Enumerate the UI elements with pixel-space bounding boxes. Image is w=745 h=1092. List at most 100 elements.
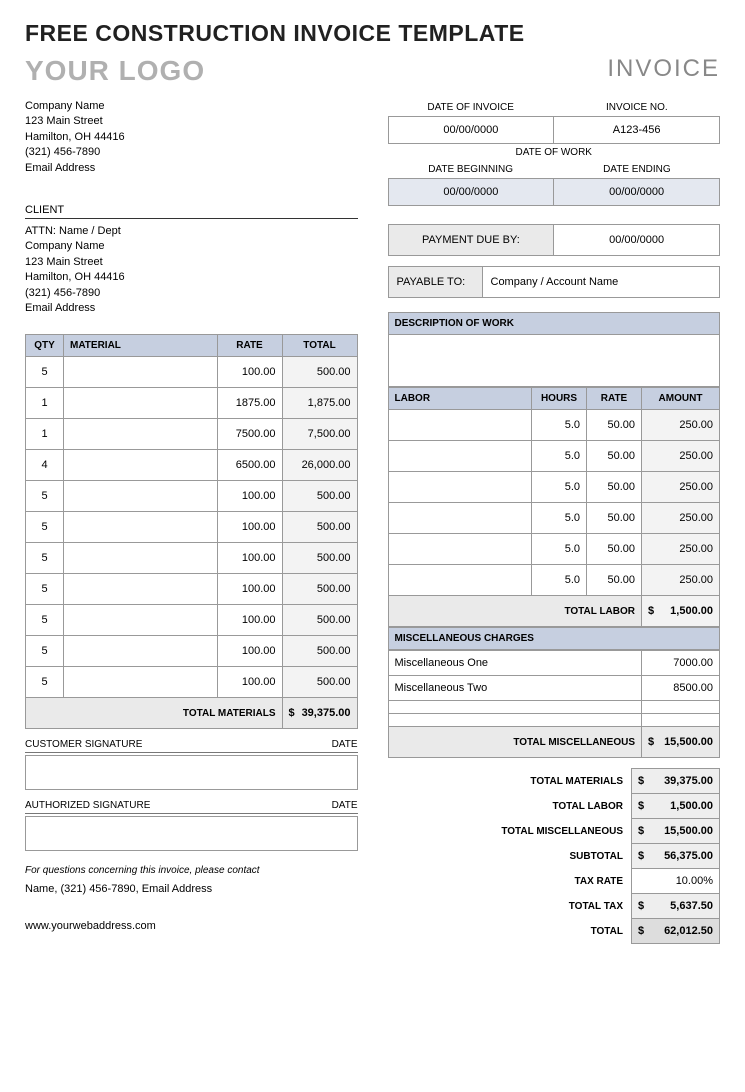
material-qty[interactable]: 5 [26,543,64,574]
labor-rate[interactable]: 50.00 [587,565,642,596]
material-qty[interactable]: 5 [26,357,64,388]
summary-total-label: TOTAL [388,919,632,944]
misc-name[interactable]: Miscellaneous One [388,651,642,676]
labor-rate[interactable]: 50.00 [587,503,642,534]
material-rate[interactable]: 100.00 [217,605,282,636]
material-qty[interactable]: 4 [26,450,64,481]
material-name[interactable] [64,450,218,481]
material-rate[interactable]: 100.00 [217,543,282,574]
material-name[interactable] [64,574,218,605]
payment-due-value[interactable]: 00/00/0000 [554,224,720,256]
web-address: www.yourwebaddress.com [25,920,358,932]
labor-header-rate: RATE [587,388,642,410]
payable-to-value[interactable]: Company / Account Name [483,266,721,298]
material-rate[interactable]: 100.00 [217,667,282,698]
date-ending-value[interactable]: 00/00/0000 [554,178,720,206]
labor-name[interactable] [388,534,532,565]
material-name[interactable] [64,636,218,667]
misc-name[interactable] [388,701,642,714]
material-qty[interactable]: 5 [26,574,64,605]
labor-rate[interactable]: 50.00 [587,472,642,503]
table-row: 5100.00500.00 [26,512,358,543]
material-rate[interactable]: 100.00 [217,574,282,605]
material-rate[interactable]: 100.00 [217,481,282,512]
table-row: Miscellaneous Two8500.00 [388,676,720,701]
misc-value[interactable] [642,701,720,714]
table-row: 17500.007,500.00 [26,419,358,450]
table-row [388,701,720,714]
material-name[interactable] [64,605,218,636]
misc-value[interactable]: 8500.00 [642,676,720,701]
labor-amount: 250.00 [642,503,720,534]
invoice-no-value[interactable]: A123-456 [554,116,720,144]
misc-total-value: $15,500.00 [642,727,720,758]
misc-name[interactable] [388,714,642,727]
labor-rate[interactable]: 50.00 [587,410,642,441]
labor-name[interactable] [388,503,532,534]
material-rate[interactable]: 100.00 [217,636,282,667]
table-row: 5.050.00250.00 [388,472,720,503]
material-name[interactable] [64,543,218,574]
material-rate[interactable]: 6500.00 [217,450,282,481]
misc-value[interactable] [642,714,720,727]
table-row: 5.050.00250.00 [388,534,720,565]
misc-name[interactable]: Miscellaneous Two [388,676,642,701]
labor-rate[interactable]: 50.00 [587,534,642,565]
summary-tax-rate-value: 10.00% [632,869,720,894]
description-body[interactable] [388,335,721,387]
labor-name[interactable] [388,472,532,503]
date-beginning-label: DATE BEGINNING [388,161,554,178]
labor-rate[interactable]: 50.00 [587,441,642,472]
date-beginning-value[interactable]: 00/00/0000 [388,178,555,206]
material-qty[interactable]: 5 [26,512,64,543]
material-rate[interactable]: 100.00 [217,512,282,543]
logo-placeholder: YOUR LOGO [25,55,205,87]
invoice-no-label: INVOICE NO. [554,99,720,116]
material-name[interactable] [64,512,218,543]
table-row: Miscellaneous One7000.00 [388,651,720,676]
table-row: 5100.00500.00 [26,357,358,388]
customer-signature-box[interactable] [25,755,358,790]
labor-hours[interactable]: 5.0 [532,534,587,565]
labor-hours[interactable]: 5.0 [532,472,587,503]
authorized-signature-box[interactable] [25,816,358,851]
labor-total-value: $1,500.00 [642,596,720,627]
labor-name[interactable] [388,410,532,441]
summary-tax-rate-label: TAX RATE [388,869,632,894]
material-name[interactable] [64,388,218,419]
labor-table: LABOR HOURS RATE AMOUNT 5.050.00250.005.… [388,387,721,627]
material-qty[interactable]: 5 [26,481,64,512]
client-attn: ATTN: Name / Dept [25,224,358,239]
material-qty[interactable]: 5 [26,667,64,698]
misc-header: MISCELLANEOUS CHARGES [388,627,721,650]
material-name[interactable] [64,357,218,388]
labor-name[interactable] [388,441,532,472]
table-row: 5100.00500.00 [26,667,358,698]
material-qty[interactable]: 5 [26,605,64,636]
labor-name[interactable] [388,565,532,596]
material-name[interactable] [64,481,218,512]
material-rate[interactable]: 100.00 [217,357,282,388]
misc-value[interactable]: 7000.00 [642,651,720,676]
summary-misc-value: $15,500.00 [632,819,720,844]
materials-header-total: TOTAL [282,335,357,357]
labor-hours[interactable]: 5.0 [532,565,587,596]
labor-hours[interactable]: 5.0 [532,503,587,534]
material-rate[interactable]: 1875.00 [217,388,282,419]
labor-hours[interactable]: 5.0 [532,441,587,472]
summary-subtotal-value: $56,375.00 [632,844,720,869]
labor-hours[interactable]: 5.0 [532,410,587,441]
labor-amount: 250.00 [642,472,720,503]
material-qty[interactable]: 1 [26,388,64,419]
table-row: 5.050.00250.00 [388,441,720,472]
material-qty[interactable]: 1 [26,419,64,450]
material-name[interactable] [64,419,218,450]
customer-signature-date-label: DATE [332,739,358,750]
table-row: 5100.00500.00 [26,543,358,574]
material-qty[interactable]: 5 [26,636,64,667]
material-name[interactable] [64,667,218,698]
summary-total-tax-value: $5,637.50 [632,894,720,919]
material-rate[interactable]: 7500.00 [217,419,282,450]
date-of-invoice-value[interactable]: 00/00/0000 [388,116,555,144]
material-total: 26,000.00 [282,450,357,481]
